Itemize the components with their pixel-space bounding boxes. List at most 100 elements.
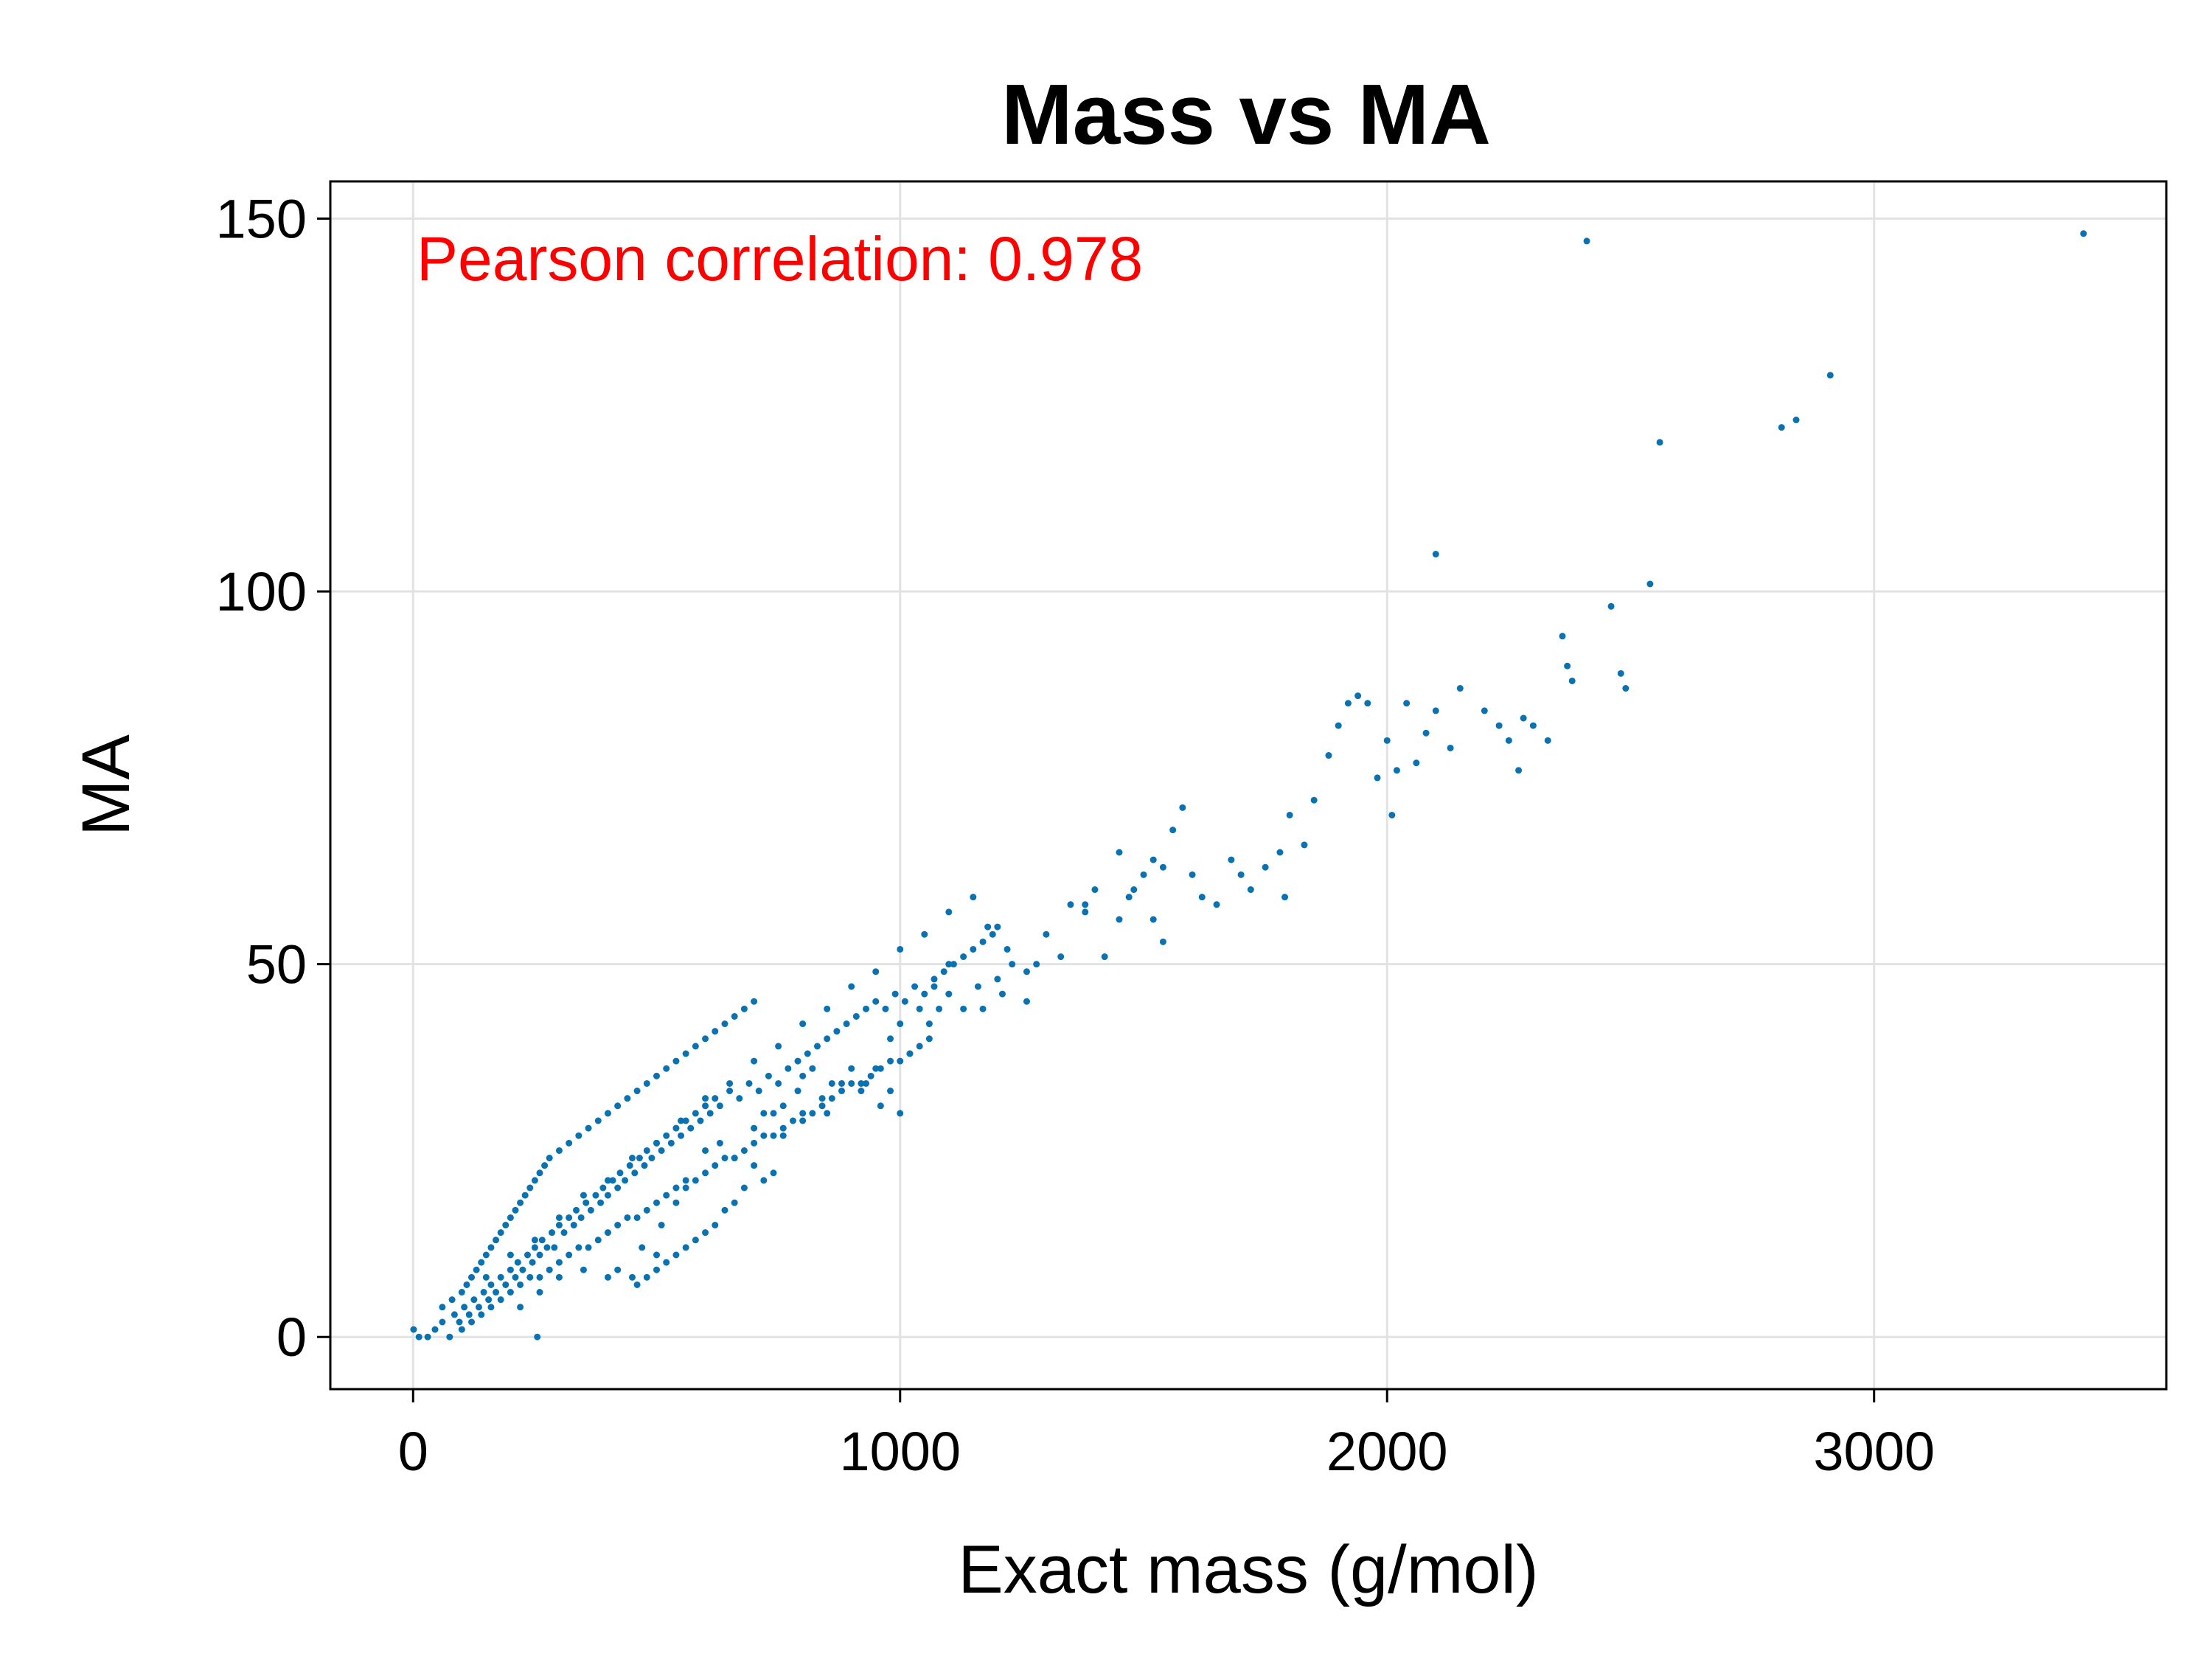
data-point	[1140, 871, 1147, 878]
data-point	[1159, 863, 1166, 871]
data-point	[514, 1259, 521, 1266]
data-point	[789, 1117, 796, 1124]
chart-title: Mass vs MA	[1001, 66, 1491, 162]
data-point	[1043, 931, 1050, 938]
data-point	[487, 1244, 495, 1251]
data-point	[740, 1184, 748, 1192]
data-point	[497, 1229, 504, 1237]
data-point	[1057, 953, 1065, 961]
data-point	[507, 1214, 514, 1221]
data-point	[813, 1043, 821, 1050]
data-point	[507, 1251, 514, 1259]
data-point	[529, 1259, 536, 1266]
data-point	[770, 1110, 777, 1117]
data-point	[702, 1147, 709, 1154]
data-point	[692, 1043, 699, 1050]
data-point	[633, 1088, 641, 1095]
data-point	[643, 1206, 650, 1214]
data-point	[465, 1311, 473, 1318]
data-point	[692, 1237, 699, 1244]
data-point	[531, 1177, 538, 1184]
data-point	[925, 1020, 933, 1028]
data-point	[555, 1222, 563, 1229]
x-axis-ticks: 0 1000 2000 3000	[398, 1389, 1935, 1482]
data-point	[863, 1005, 870, 1012]
data-point	[872, 1065, 880, 1072]
data-point	[672, 1057, 680, 1065]
data-point	[643, 1079, 650, 1087]
data-point	[658, 1147, 665, 1154]
data-point	[882, 1005, 889, 1012]
data-point	[824, 1005, 831, 1012]
data-point	[672, 1184, 680, 1192]
data-point	[628, 1273, 636, 1281]
data-point	[1125, 894, 1133, 901]
data-point	[984, 923, 992, 931]
data-point	[1432, 707, 1439, 714]
data-point	[760, 1110, 768, 1117]
data-point	[931, 975, 938, 983]
y-axis-label: MA	[69, 734, 144, 836]
data-point	[867, 1072, 874, 1079]
data-point	[555, 1147, 563, 1154]
data-point	[751, 998, 758, 1005]
data-point	[639, 1244, 646, 1251]
data-point	[931, 983, 938, 990]
data-point	[906, 1050, 914, 1057]
data-point	[726, 1088, 734, 1095]
data-point	[809, 1110, 816, 1117]
data-point	[538, 1237, 546, 1244]
data-point	[897, 945, 904, 953]
data-point	[482, 1251, 490, 1259]
data-point	[775, 1079, 782, 1087]
data-point	[1189, 871, 1196, 878]
data-point	[470, 1296, 478, 1304]
data-point	[770, 1132, 777, 1139]
data-point	[970, 894, 977, 901]
data-point	[970, 945, 977, 953]
data-point	[1169, 827, 1177, 834]
data-point	[799, 1072, 807, 1079]
data-point	[575, 1132, 582, 1139]
data-point	[566, 1139, 573, 1147]
data-point	[877, 1102, 884, 1110]
data-point	[524, 1251, 531, 1259]
data-point	[721, 1206, 728, 1214]
data-point	[658, 1222, 665, 1229]
data-point	[431, 1326, 439, 1333]
data-point	[604, 1192, 611, 1199]
data-point	[702, 1229, 709, 1237]
data-point	[1568, 677, 1576, 684]
data-point	[979, 1005, 987, 1012]
data-point	[451, 1311, 458, 1318]
data-point	[663, 1065, 670, 1072]
data-point	[594, 1237, 602, 1244]
data-point	[731, 1155, 738, 1162]
data-point	[587, 1206, 594, 1214]
data-point	[940, 968, 947, 975]
data-point	[828, 1095, 835, 1102]
data-point	[507, 1266, 514, 1273]
data-point	[1505, 737, 1512, 744]
correlation-annotation: Pearson correlation: 0.978	[417, 224, 1143, 293]
data-point	[678, 1117, 685, 1124]
data-point	[921, 990, 928, 998]
data-point	[712, 1095, 719, 1102]
data-point	[1335, 722, 1342, 729]
data-point	[580, 1192, 587, 1199]
data-point	[726, 1079, 734, 1087]
data-point	[838, 1088, 846, 1095]
data-point	[609, 1177, 616, 1184]
data-point	[877, 1065, 884, 1072]
data-point	[1023, 998, 1030, 1005]
data-point	[648, 1155, 655, 1162]
data-point	[536, 1169, 543, 1177]
data-point	[740, 1147, 748, 1154]
data-point	[716, 1102, 723, 1110]
data-point	[663, 1259, 670, 1266]
data-point	[512, 1273, 519, 1281]
data-point	[1310, 796, 1318, 804]
data-point	[575, 1244, 582, 1251]
data-point	[1383, 737, 1391, 744]
